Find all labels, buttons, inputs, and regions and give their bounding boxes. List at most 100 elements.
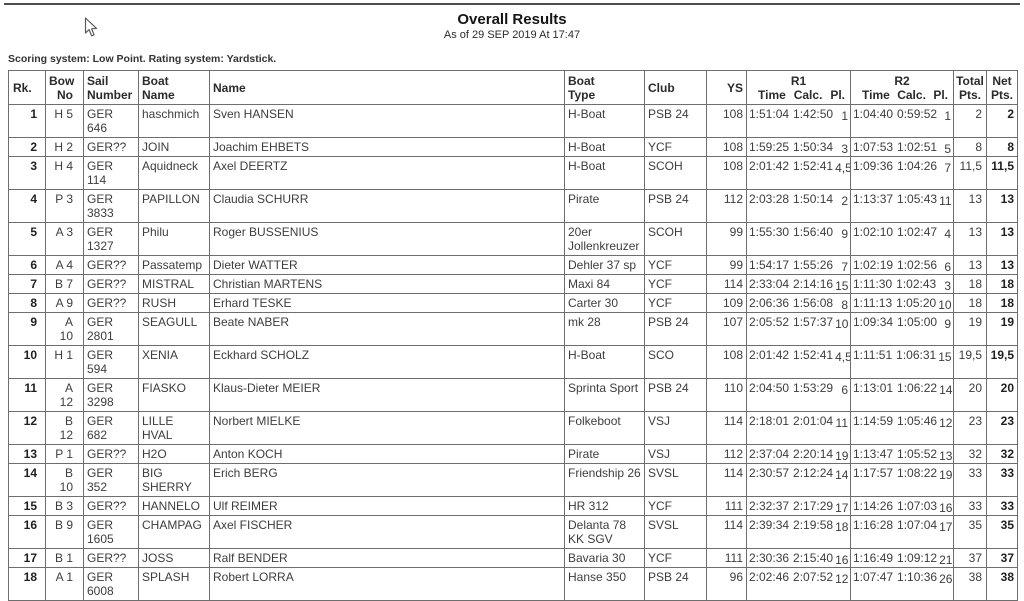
- col-header-name: Name: [209, 70, 565, 105]
- total-points-cell: 33: [953, 463, 987, 497]
- boat-type-cell: Maxi 84: [564, 274, 645, 294]
- skipper-name-cell: Sven HANSEN: [209, 104, 565, 138]
- boat-name-cell: H2O: [138, 444, 210, 464]
- boat-type-cell: H-Boat: [564, 156, 645, 190]
- sail-number-cell: GER 3833: [83, 189, 139, 223]
- total-points-cell: 23: [953, 411, 987, 445]
- race1-place: 14: [835, 468, 849, 482]
- race1-cell: 1:54:17 1:55:26 7: [746, 255, 851, 275]
- ys-cell: 112: [706, 189, 747, 223]
- skipper-name-cell: Axel FISCHER: [209, 515, 565, 549]
- race1-place: 2: [841, 194, 848, 208]
- club-cell: SCOH: [644, 222, 707, 256]
- race2-place: 10: [938, 298, 952, 312]
- skipper-name-cell: Erich BERG: [209, 463, 565, 497]
- col-header-club: Club: [644, 70, 707, 105]
- race1-cell: 2:32:37 2:17:29 17: [746, 496, 851, 516]
- race1-place: 15: [835, 279, 849, 293]
- club-cell: SCO: [644, 345, 707, 379]
- race1-time: 2:30:57: [749, 466, 790, 480]
- bow-number-cell: B 3: [45, 496, 84, 516]
- boat-type-cell: Pirate: [564, 444, 645, 464]
- skipper-name-cell: Dieter WATTER: [209, 255, 565, 275]
- table-row: 3 H 4 GER 114 Aquidneck Axel DEERTZ H-Bo…: [8, 156, 1018, 190]
- total-points-cell: 13: [953, 255, 987, 275]
- race1-calc: 2:15:40: [793, 551, 834, 565]
- race2-time: 1:13:01: [853, 381, 894, 395]
- race1-place: 10: [835, 317, 849, 331]
- table-row: 6 A 4 GER?? Passatemp Dieter WATTER Dehl…: [8, 255, 1018, 275]
- page-title: Overall Results: [457, 11, 567, 28]
- boat-type-cell: 20er Jollenkreuzer: [564, 222, 645, 256]
- net-points-cell: 19: [986, 312, 1018, 346]
- total-points-cell: 35: [953, 515, 987, 549]
- club-cell: YCF: [644, 496, 707, 516]
- rank-cell: 6: [8, 255, 46, 275]
- race1-cell: 2:30:36 2:15:40 16: [746, 548, 851, 568]
- r1-time-header: Time: [758, 87, 786, 102]
- race2-place: 21: [939, 553, 953, 567]
- table-row: 8 A 9 GER?? RUSH Erhard TESKE Carter 30 …: [8, 293, 1018, 313]
- race1-place: 9: [841, 227, 848, 241]
- results-table: Rk. Bow No Sail Number Boat Name Name Bo…: [8, 70, 1018, 601]
- rank-cell: 18: [8, 567, 46, 601]
- race2-cell: 1:09:36 1:04:26 7: [850, 156, 954, 190]
- race1-time: 2:03:28: [749, 192, 790, 206]
- boat-type-cell: Sprinta Sport: [564, 378, 645, 412]
- race2-place: 26: [939, 572, 953, 586]
- race2-time: 1:13:37: [853, 192, 894, 206]
- sail-number-cell: GER 2801: [83, 312, 139, 346]
- club-cell: SCOH: [644, 156, 707, 190]
- club-cell: PSB 24: [644, 104, 707, 138]
- race2-place: 7: [944, 161, 951, 175]
- table-row: 1 H 5 GER 646 haschmich Sven HANSEN H-Bo…: [8, 104, 1018, 138]
- race1-calc: 2:17:29: [793, 499, 834, 513]
- race2-calc: 1:06:22: [897, 381, 938, 395]
- race2-calc: 1:05:52: [897, 447, 938, 461]
- table-row: 7 B 7 GER?? MISTRAL Christian MARTENS Ma…: [8, 274, 1018, 294]
- race2-calc: 1:09:12: [897, 551, 938, 565]
- bow-number-cell: A 1: [45, 567, 84, 601]
- bow-number-cell: B 7: [45, 274, 84, 294]
- race1-calc: 1:57:37: [793, 315, 834, 329]
- bow-number-cell: B 9: [45, 515, 84, 549]
- r1-calc-header: Calc.: [793, 87, 823, 102]
- race1-time: 2:01:42: [749, 159, 790, 173]
- ys-cell: 112: [706, 444, 747, 464]
- race2-calc: 1:05:43: [897, 192, 938, 206]
- race2-cell: 1:14:26 1:07:03 16: [850, 496, 954, 516]
- skipper-name-cell: Erhard TESKE: [209, 293, 565, 313]
- bow-number-cell: B 12: [45, 411, 84, 445]
- net-points-cell: 18: [986, 293, 1018, 313]
- ys-cell: 109: [706, 293, 747, 313]
- ys-cell: 114: [706, 463, 747, 497]
- sail-number-cell: GER??: [83, 444, 139, 464]
- boat-type-cell: Delanta 78 KK SGV: [564, 515, 645, 549]
- race2-cell: 1:16:28 1:07:04 17: [850, 515, 954, 549]
- col-header-net-pts: Net Pts.: [986, 70, 1018, 105]
- net-points-cell: 13: [986, 222, 1018, 256]
- rank-cell: 1: [8, 104, 46, 138]
- club-cell: PSB 24: [644, 378, 707, 412]
- net-points-cell: 37: [986, 548, 1018, 568]
- boat-type-cell: Friendship 26: [564, 463, 645, 497]
- table-row: 17 B 1 GER?? JOSS Ralf BENDER Bavaria 30…: [8, 548, 1018, 568]
- race1-calc: 1:53:29: [793, 381, 834, 395]
- race2-calc: 1:07:03: [897, 499, 938, 513]
- race1-cell: 2:01:42 1:52:41 4,5: [746, 156, 851, 190]
- net-points-cell: 13: [986, 255, 1018, 275]
- r2-time-header: Time: [862, 87, 890, 102]
- col-header-sail-number: Sail Number: [83, 70, 139, 105]
- ys-cell: 99: [706, 222, 747, 256]
- race1-time: 1:59:25: [749, 140, 790, 154]
- sail-number-cell: GER 594: [83, 345, 139, 379]
- col-header-boat-type: Boat Type: [564, 70, 645, 105]
- race2-time: 1:07:53: [853, 140, 894, 154]
- header-row: Rk. Bow No Sail Number Boat Name Name Bo…: [8, 70, 1018, 105]
- race2-cell: 1:02:10 1:02:47 4: [850, 222, 954, 256]
- race2-calc: 1:05:46: [897, 414, 938, 428]
- club-cell: YCF: [644, 548, 707, 568]
- boat-name-cell: HANNELO: [138, 496, 210, 516]
- race2-cell: 1:11:51 1:06:31 15: [850, 345, 954, 379]
- race1-place: 12: [835, 572, 849, 586]
